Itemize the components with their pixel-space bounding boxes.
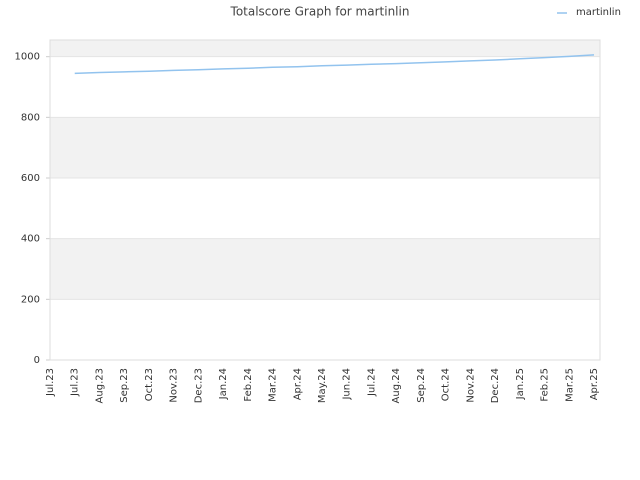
- grid-band: [50, 40, 600, 57]
- x-tick-label: Feb.25: [540, 368, 551, 402]
- y-tick-label: 200: [21, 294, 40, 305]
- y-tick-label: 0: [34, 355, 40, 366]
- x-tick-label: Jan.25: [515, 368, 526, 400]
- x-tick-label: Dec.24: [490, 368, 501, 403]
- grid-band: [50, 117, 600, 179]
- x-tick-label: Jul.24: [366, 368, 377, 397]
- chart-title: Totalscore Graph for martinlin: [230, 5, 410, 19]
- data-line: [74, 54, 595, 75]
- x-tick-label: Aug.24: [391, 368, 402, 403]
- plot-frame: [49, 39, 601, 361]
- x-tick-label: Nov.23: [169, 368, 180, 403]
- x-tick-label: Mar.24: [268, 368, 279, 402]
- x-tick-label: Nov.24: [465, 368, 476, 403]
- x-tick-label: Dec.23: [193, 368, 204, 403]
- x-tick-label: Aug.23: [94, 368, 105, 403]
- x-tick-label: Apr.24: [292, 368, 303, 400]
- x-tick-label: Jul.23: [70, 368, 81, 397]
- x-tick-label: Sep.24: [416, 368, 427, 403]
- legend-label: martinlin: [576, 7, 621, 18]
- y-tick-label: 1000: [15, 52, 40, 63]
- x-tick-label: Oct.23: [144, 368, 155, 401]
- x-tick-label: Jan.24: [218, 368, 229, 400]
- x-tick-label: May.24: [317, 368, 328, 403]
- x-tick-label: Jul.23: [45, 368, 56, 397]
- y-tick-label: 400: [21, 234, 40, 245]
- x-tick-label: Apr.25: [589, 368, 600, 400]
- x-tick-label: Oct.24: [441, 368, 452, 401]
- x-tick-label: Jun.24: [342, 368, 353, 401]
- y-tick-label: 600: [21, 173, 40, 184]
- y-tick-label: 800: [21, 112, 40, 123]
- x-tick-label: Mar.25: [564, 368, 575, 402]
- grid-band: [50, 238, 600, 300]
- x-tick-label: Feb.24: [243, 368, 254, 402]
- x-tick-label: Sep.23: [119, 368, 130, 403]
